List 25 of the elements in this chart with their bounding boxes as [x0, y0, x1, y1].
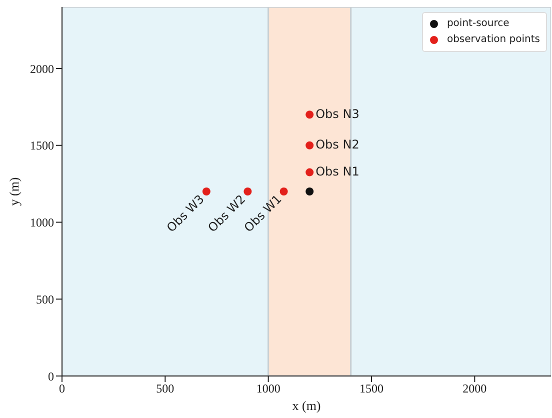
x-axis-title: x (m): [292, 398, 321, 413]
x-tick-label: 1500: [359, 382, 384, 396]
y-tick-label: 2000: [30, 62, 54, 76]
point: [306, 188, 314, 196]
legend-label: point-source: [446, 17, 510, 31]
y-tick-label: 1000: [30, 216, 54, 230]
annotation: Obs W3: [164, 192, 207, 235]
x-tick-label: 1000: [256, 382, 280, 396]
y-tick-label: 1500: [30, 138, 54, 153]
annotation: Obs N2: [316, 138, 360, 152]
point: [306, 141, 314, 150]
legend-label: observation points: [446, 33, 540, 47]
point: [306, 168, 314, 176]
y-axis-title: y (m): [6, 177, 22, 206]
y-tick-label: 0: [48, 369, 54, 384]
annotation: Obs N1: [316, 164, 360, 179]
x-tick-label: 500: [156, 382, 174, 396]
point: [202, 188, 210, 196]
point: [244, 188, 252, 196]
annotation: Obs N3: [316, 106, 360, 121]
y-tick-label: 500: [36, 292, 54, 306]
point: [280, 188, 288, 196]
point: [306, 110, 314, 119]
x-tick-label: 2000: [462, 382, 487, 396]
x-tick-label: 0: [59, 382, 65, 396]
